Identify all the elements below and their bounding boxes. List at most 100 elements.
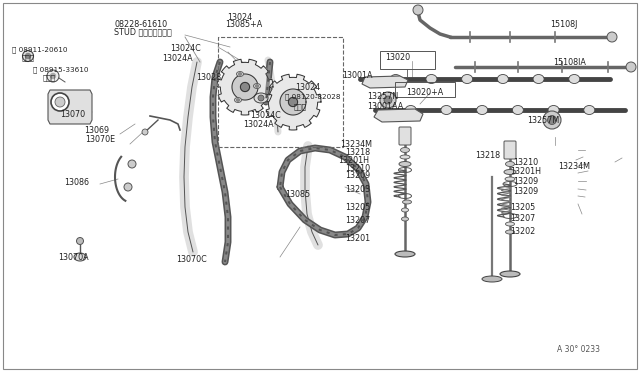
FancyBboxPatch shape [399,127,411,145]
Text: ⒩ 08911-20610: ⒩ 08911-20610 [12,47,67,53]
Ellipse shape [234,97,241,103]
Ellipse shape [461,74,473,83]
Circle shape [258,95,264,101]
Circle shape [51,93,69,111]
Circle shape [77,237,83,244]
Text: 13201: 13201 [345,234,370,243]
Text: 13070A: 13070A [58,253,88,263]
Text: 13257M: 13257M [527,115,559,125]
Polygon shape [362,76,408,88]
Circle shape [51,74,56,78]
Text: 13257N: 13257N [367,92,398,100]
Text: 13024A: 13024A [243,119,274,128]
Text: 13205: 13205 [345,202,371,212]
Text: 13020: 13020 [385,52,410,61]
FancyBboxPatch shape [504,141,516,159]
Ellipse shape [403,200,412,204]
Circle shape [384,96,392,104]
Circle shape [380,92,396,108]
Polygon shape [289,97,298,106]
Text: 13209: 13209 [513,176,538,186]
Circle shape [626,62,636,72]
Polygon shape [232,74,258,100]
Ellipse shape [506,161,515,167]
Circle shape [128,160,136,168]
Text: 13201H: 13201H [510,167,541,176]
Ellipse shape [401,148,410,153]
Ellipse shape [506,230,515,234]
Ellipse shape [482,276,502,282]
Text: 13024: 13024 [227,13,252,22]
Ellipse shape [254,93,268,103]
Ellipse shape [405,106,416,115]
Ellipse shape [390,74,401,83]
Ellipse shape [239,73,241,75]
Text: 13028: 13028 [196,73,221,81]
Polygon shape [265,74,321,130]
Text: 13234M: 13234M [340,140,372,148]
Ellipse shape [253,83,260,89]
Text: 13205: 13205 [510,202,535,212]
Text: 13070: 13070 [60,109,85,119]
Polygon shape [280,89,306,115]
Polygon shape [48,90,92,124]
Ellipse shape [513,106,524,115]
Ellipse shape [506,222,515,226]
Ellipse shape [500,271,520,277]
Text: 13202: 13202 [510,227,535,235]
Text: ⑬ 08120-82028: ⑬ 08120-82028 [285,94,340,100]
Text: 13024C: 13024C [170,44,201,52]
Circle shape [547,115,557,125]
Text: 15108J: 15108J [550,19,577,29]
Circle shape [26,54,31,58]
Text: 13069: 13069 [84,125,109,135]
Circle shape [124,183,132,191]
Polygon shape [217,59,273,115]
FancyBboxPatch shape [3,3,637,369]
Text: （２）: （２） [22,55,35,61]
Ellipse shape [504,170,516,174]
Ellipse shape [395,251,415,257]
Text: 13209: 13209 [513,186,538,196]
Text: ⒩ 08915-33610: ⒩ 08915-33610 [33,67,88,73]
Circle shape [22,51,33,61]
Text: 13001A: 13001A [342,71,372,80]
Ellipse shape [548,106,559,115]
Text: 13210: 13210 [513,157,538,167]
Text: 13024: 13024 [295,83,320,92]
Ellipse shape [400,155,410,159]
Circle shape [55,97,65,107]
Text: 13218: 13218 [475,151,500,160]
Polygon shape [241,83,250,92]
Ellipse shape [505,177,515,181]
Text: 13203: 13203 [345,185,370,193]
Text: 13209: 13209 [345,170,371,180]
Text: 13201H: 13201H [338,155,369,164]
Ellipse shape [237,99,239,101]
Text: 13024A: 13024A [162,54,193,62]
Text: 13020+A: 13020+A [406,87,444,96]
Text: 13024C: 13024C [250,110,281,119]
Ellipse shape [584,106,595,115]
Ellipse shape [255,85,259,87]
Text: 13210: 13210 [345,164,370,173]
Text: 13234M: 13234M [558,161,590,170]
Text: （２）: （２） [43,75,56,81]
Circle shape [142,129,148,135]
Circle shape [607,32,617,42]
Text: 15108IA: 15108IA [553,58,586,67]
Circle shape [47,70,59,82]
Text: A 30° 0233: A 30° 0233 [557,346,600,355]
Text: 13070E: 13070E [85,135,115,144]
Text: 13001AA: 13001AA [367,102,403,110]
Text: 13085: 13085 [285,189,310,199]
Ellipse shape [441,106,452,115]
Text: 13207: 13207 [510,214,535,222]
Text: 13070C: 13070C [176,256,207,264]
Text: （２）: （２） [294,104,307,110]
Ellipse shape [401,208,408,212]
Ellipse shape [399,161,411,167]
Text: 13086: 13086 [64,177,89,186]
Circle shape [543,111,561,129]
Text: 13207: 13207 [345,215,371,224]
